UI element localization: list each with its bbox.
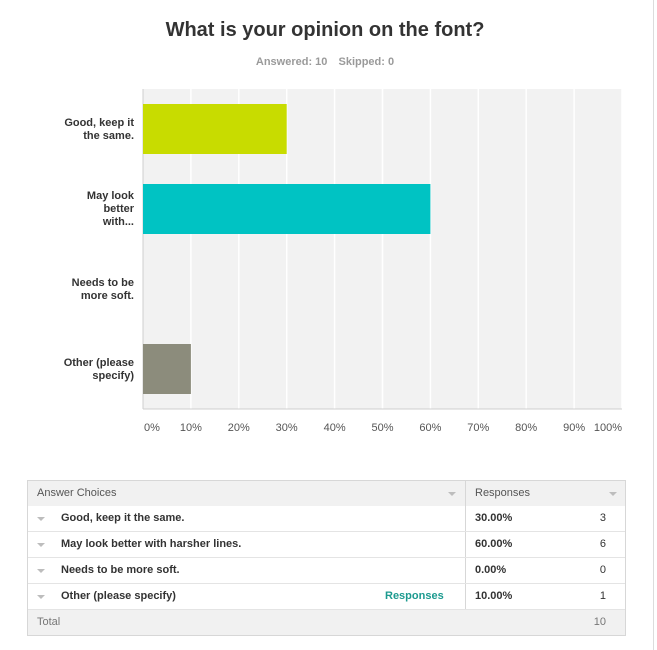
row-count: 3 <box>599 512 606 524</box>
response-counts: Answered: 10 Skipped: 0 <box>0 56 650 68</box>
table-header-row: Answer Choices Responses <box>28 481 625 506</box>
row-choice: Needs to be more soft. <box>61 564 180 576</box>
row-percent: 10.00% <box>475 590 513 602</box>
column-divider <box>465 532 466 557</box>
row-count: 6 <box>599 538 606 550</box>
x-tick-label: 40% <box>324 422 346 434</box>
x-tick-label: 80% <box>515 422 537 434</box>
expand-caret-icon[interactable] <box>37 569 45 573</box>
bar <box>143 344 191 394</box>
x-tick-label: 0% <box>144 422 160 434</box>
table-row: Other (please specify) Responses 10.00% 1 <box>28 583 625 609</box>
sort-caret-icon[interactable] <box>448 492 456 496</box>
category-label: Needs to be more soft. <box>72 277 134 302</box>
x-tick-label: 100% <box>594 422 622 434</box>
x-tick-label: 30% <box>276 422 298 434</box>
row-choice: Other (please specify) <box>61 590 176 602</box>
total-label: Total <box>37 616 61 628</box>
column-divider <box>465 584 466 609</box>
answer-choices-header[interactable]: Answer Choices <box>37 487 117 499</box>
table-row: May look better with harsher lines. 60.00… <box>28 531 625 557</box>
x-tick-label: 90% <box>563 422 585 434</box>
column-divider <box>465 558 466 583</box>
expand-caret-icon[interactable] <box>37 517 45 521</box>
sort-caret-icon[interactable] <box>609 492 617 496</box>
row-count: 0 <box>599 564 606 576</box>
x-tick-label: 20% <box>228 422 250 434</box>
responses-header[interactable]: Responses <box>475 487 531 499</box>
row-percent: 0.00% <box>475 564 507 576</box>
chart-title: What is your opinion on the font? <box>165 19 485 41</box>
table-row: Good, keep it the same. 30.00% 3 <box>28 506 625 531</box>
bar <box>143 184 431 234</box>
bar <box>143 104 287 154</box>
expand-caret-icon[interactable] <box>37 543 45 547</box>
skipped-count: Skipped: 0 <box>338 56 395 68</box>
row-percent: 60.00% <box>475 538 513 550</box>
page-edge-divider <box>653 0 654 650</box>
x-tick-label: 70% <box>467 422 489 434</box>
table-row: Needs to be more soft. 0.00% 0 <box>28 557 625 583</box>
row-choice: Good, keep it the same. <box>61 512 185 524</box>
row-count: 1 <box>599 590 606 602</box>
table-total-row: Total 10 <box>28 609 625 635</box>
x-tick-label: 50% <box>371 422 393 434</box>
answered-count: Answered: 10 <box>255 56 328 68</box>
category-label: Good, keep it the same. <box>64 117 134 142</box>
bar-chart: 0% 10% 20% 30% 40% 50% 60% 70% 80% 90% 100% Good, k… <box>64 89 623 434</box>
column-divider <box>465 481 466 506</box>
row-choice: May look better with harsher lines. <box>61 538 242 550</box>
x-tick-label: 60% <box>419 422 441 434</box>
category-label: May look better with... <box>87 190 135 228</box>
total-value: 10 <box>593 616 606 628</box>
responses-link[interactable]: Responses <box>385 590 444 602</box>
column-divider <box>465 506 466 531</box>
results-table: Answer Choices Responses Good, keep it t… <box>27 480 626 636</box>
category-label: Other (please specify) <box>64 357 135 382</box>
x-tick-label: 10% <box>180 422 202 434</box>
expand-caret-icon[interactable] <box>37 595 45 599</box>
row-percent: 30.00% <box>475 512 513 524</box>
